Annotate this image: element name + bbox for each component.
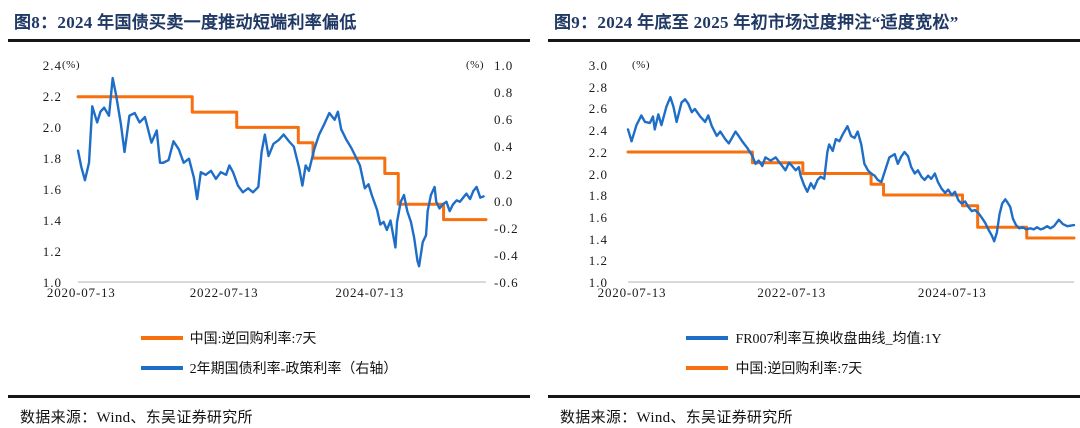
legend-label: FR007利率互换收盘曲线_均值:1Y: [735, 332, 942, 347]
left-axis-tick-label: 2.0: [588, 166, 608, 182]
left-axis-tick-label: 1.2: [588, 253, 608, 269]
legend-label: 2年期国债利率-政策利率（右轴）: [189, 362, 398, 377]
left-axis-tick-label: 3.0: [588, 58, 608, 73]
right-axis-tick-label: 0.6: [494, 112, 514, 128]
legend-item: 中国:逆回购利率:7天: [140, 329, 398, 347]
plot-area: (%) (%) 2020-07-13 2022-07-13 2024-07-13: [47, 59, 486, 300]
left-axis-tick-label: 2.2: [588, 144, 608, 160]
legend-line-swatch: [686, 366, 729, 370]
right-axis-tick-label: 0.2: [494, 166, 514, 182]
left-axis-tick-label: 2.8: [588, 79, 608, 95]
x-axis-tick-label: 2024-07-13: [335, 285, 405, 300]
legend-line-swatch: [140, 366, 183, 370]
figure-title: 图8：2024 年国债买卖一度推动短端利率偏低: [14, 13, 357, 32]
data-source: 数据来源：Wind、东吴证券研究所: [560, 410, 793, 426]
chart-canvas: [78, 66, 486, 281]
right-axis: 1.0 0.8 0.6 0.4 0.2 0.0 -0.2 -0.4 -0.6: [486, 58, 530, 290]
left-axis-tick-label: 1.8: [588, 188, 608, 204]
left-axis-tick-label: 1.4: [588, 231, 608, 247]
figure-9: 图9：2024 年底至 2025 年初市场过度押注“适度宽松” 3.0 2.8 2.…: [548, 6, 1080, 427]
left-axis-tick-label: 2.0: [42, 120, 62, 135]
x-axis-tick-label: 2020-07-13: [597, 285, 667, 300]
figure-8: 图8：2024 年国债买卖一度推动短端利率偏低 2.4 2.2 2.0 1.8 1.6 1…: [8, 6, 530, 427]
legend-item: 中国:逆回购利率:7天: [686, 359, 941, 377]
spread2y-line: [78, 78, 484, 266]
legend-line-swatch: [686, 336, 729, 340]
fr007swap-line: [628, 97, 1074, 241]
source-divider: [548, 395, 1080, 398]
right-axis-tick-label: 0.0: [494, 193, 514, 209]
plot-area: (%) 2020-07-13 2022-07-13 2024-07-13: [598, 59, 1074, 300]
left-axis-tick-label: 2.4: [588, 123, 608, 139]
left-axis-tick-label: 2.2: [42, 89, 62, 104]
left-axis: 3.0 2.8 2.6 2.4 2.2 2.0 1.8 1.6 1.4 1.2 1.0: [548, 58, 628, 290]
right-axis-tick-label: -0.6: [494, 275, 519, 290]
right-axis-unit-label: (%): [466, 58, 484, 71]
right-axis-tick-label: 0.8: [494, 85, 514, 101]
title-divider: [8, 39, 530, 42]
chart-canvas: [628, 66, 1074, 281]
right-axis-tick-label: 0.4: [494, 139, 514, 155]
chart-area: 2.4 2.2 2.0 1.8 1.6 1.4 1.2 1.0 (%) (%) 2020-07-1…: [8, 58, 530, 300]
left-axis-tick-label: 1.0: [588, 275, 608, 290]
left-axis-unit-label: (%): [62, 58, 80, 71]
left-axis-tick-label: 1.2: [42, 244, 62, 259]
legend-label: 中国:逆回购利率:7天: [735, 362, 863, 377]
chart-area: 3.0 2.8 2.6 2.4 2.2 2.0 1.8 1.6 1.4 1.2 1.0 (%) 202…: [548, 58, 1080, 300]
left-axis: 2.4 2.2 2.0 1.8 1.6 1.4 1.2 1.0: [8, 58, 78, 290]
left-axis-tick-label: 1.4: [42, 213, 62, 228]
left-axis-tick-label: 1.6: [42, 182, 62, 197]
x-axis-tick-label: 2020-07-13: [46, 285, 116, 300]
repo7d-line: [78, 97, 486, 220]
left-axis-tick-label: 1.6: [588, 209, 608, 225]
x-axis-tick-label: 2024-07-13: [917, 285, 987, 300]
left-axis-unit-label: (%): [632, 58, 650, 71]
legend: FR007利率互换收盘曲线_均值:1Y 中国:逆回购利率:7天: [686, 329, 942, 377]
data-source: 数据来源：Wind、东吴证券研究所: [20, 410, 253, 426]
right-axis-tick-label: 1.0: [494, 58, 514, 73]
left-axis-tick-label: 1.0: [42, 275, 62, 290]
x-axis-tick-label: 2022-07-13: [189, 285, 259, 300]
legend-item: 2年期国债利率-政策利率（右轴）: [140, 359, 398, 377]
right-axis-tick-label: -0.4: [494, 247, 519, 263]
figure-title: 图9：2024 年底至 2025 年初市场过度押注“适度宽松”: [554, 13, 959, 32]
repo7d-line: [628, 152, 1074, 238]
x-axis-tick-label: 2022-07-13: [757, 285, 827, 300]
left-axis-tick-label: 1.8: [42, 151, 62, 166]
source-divider: [8, 395, 530, 398]
legend-label: 中国:逆回购利率:7天: [189, 332, 317, 347]
legend: 中国:逆回购利率:7天 2年期国债利率-政策利率（右轴）: [140, 329, 398, 377]
legend-line-swatch: [140, 336, 183, 340]
left-axis-tick-label: 2.6: [588, 101, 608, 117]
title-divider: [548, 39, 1080, 42]
legend-item: FR007利率互换收盘曲线_均值:1Y: [686, 329, 942, 347]
left-axis-tick-label: 2.4: [42, 58, 62, 73]
right-axis-tick-label: -0.2: [494, 220, 519, 236]
